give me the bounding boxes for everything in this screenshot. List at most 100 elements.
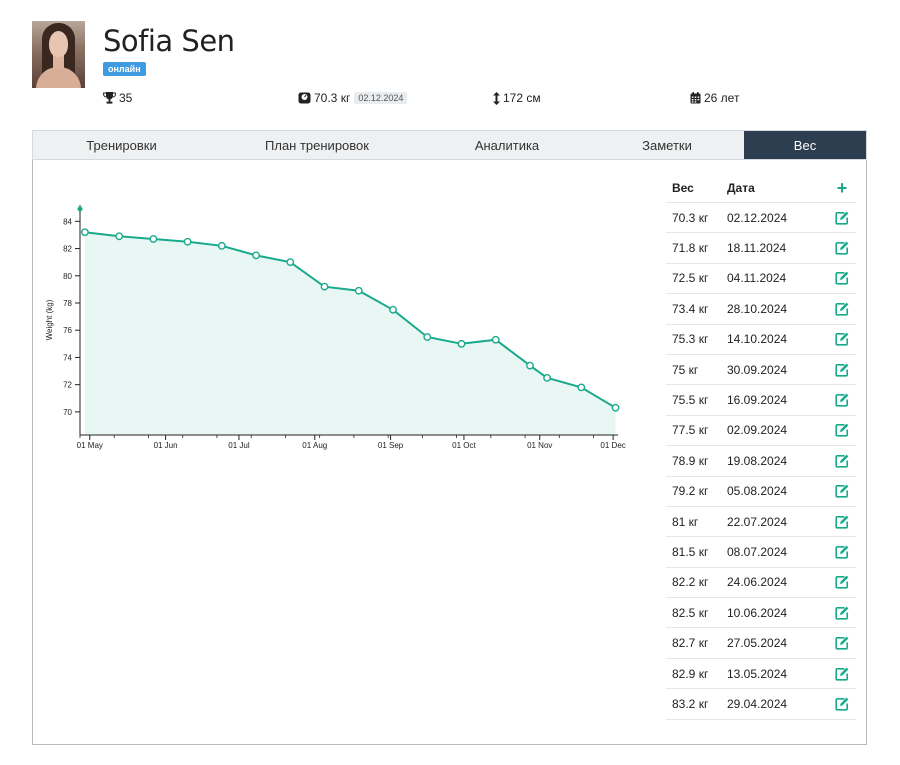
table-row: 75.3 кг 14.10.2024: [666, 325, 856, 355]
tab-weight[interactable]: Вес: [744, 131, 866, 159]
y-tick-label: 74: [63, 353, 72, 362]
edit-icon[interactable]: [835, 667, 849, 681]
weight-date-badge: 02.12.2024: [354, 92, 408, 104]
date-cell: 10.06.2024: [727, 605, 788, 620]
x-tick-label: 01 Jul: [228, 441, 250, 450]
edit-icon[interactable]: [835, 302, 849, 316]
weight-cell: 81 кг: [672, 514, 699, 529]
tab-workout-plan[interactable]: План тренировок: [265, 137, 369, 153]
weight-cell: 82.7 кг: [672, 636, 709, 651]
column-header-date: Дата: [727, 180, 755, 195]
edit-icon[interactable]: [835, 241, 849, 255]
weight-cell: 79.2 кг: [672, 484, 709, 499]
data-point: [577, 383, 586, 392]
weight-cell: 73.4 кг: [672, 301, 709, 316]
date-cell: 28.10.2024: [727, 301, 788, 316]
date-cell: 02.12.2024: [727, 210, 788, 225]
weight-cell: 70.3 кг: [672, 210, 709, 225]
data-point: [183, 237, 192, 246]
tab-workouts[interactable]: Тренировки: [86, 137, 157, 153]
x-tick-label: 01 Sep: [378, 441, 404, 450]
table-row: 72.5 кг 04.11.2024: [666, 264, 856, 295]
weight-cell: 75 кг: [672, 362, 699, 377]
weight-chart: 70 72 74 76 78 80 82 84 01 May 01 Jun 01 Jul 01 Aug…: [45, 205, 626, 450]
weight-cell: 71.8 кг: [672, 241, 709, 256]
age-value: 26 лет: [704, 91, 740, 105]
data-point: [320, 282, 329, 291]
date-cell: 30.09.2024: [727, 362, 788, 377]
weight-value: 70.3 кг: [314, 91, 351, 105]
data-point: [115, 232, 124, 241]
edit-icon[interactable]: [835, 515, 849, 529]
data-point: [217, 241, 226, 250]
chart-area-fill: [84, 232, 616, 435]
weight-table: Вес Дата + 70.3 кг 02.12.2024 71.8 кг 18.11…: [666, 173, 856, 720]
date-cell: 13.05.2024: [727, 666, 788, 681]
y-axis-label: Weight (kg): [45, 299, 54, 340]
calendar-icon: [690, 92, 701, 104]
edit-icon[interactable]: [835, 271, 849, 286]
edit-icon[interactable]: [835, 545, 849, 559]
edit-icon[interactable]: [835, 393, 849, 407]
trophy-icon: [103, 92, 116, 104]
weight-cell: 83.2 кг: [672, 696, 709, 711]
tab-notes[interactable]: Заметки: [642, 137, 692, 153]
x-tick-label: 01 Aug: [302, 441, 327, 450]
table-row: 79.2 кг 05.08.2024: [666, 477, 856, 507]
date-cell: 19.08.2024: [727, 453, 788, 468]
column-header-weight: Вес: [672, 180, 694, 195]
edit-icon[interactable]: [835, 454, 849, 468]
edit-icon[interactable]: [835, 363, 849, 377]
status-badge: онлайн: [103, 62, 146, 76]
table-row: 75 кг 30.09.2024: [666, 355, 856, 386]
x-tick-label: 01 Nov: [527, 441, 552, 450]
edit-icon[interactable]: [835, 575, 849, 589]
height-arrow-icon: [493, 91, 500, 105]
y-axis-marker: [77, 206, 83, 212]
x-tick-label: 01 Dec: [600, 441, 625, 450]
height-value: 172 см: [503, 91, 541, 105]
edit-icon[interactable]: [835, 606, 849, 620]
date-cell: 05.08.2024: [727, 484, 788, 499]
table-row: 83.2 кг 29.04.2024: [666, 689, 856, 720]
data-point: [149, 235, 158, 243]
date-cell: 24.06.2024: [727, 575, 788, 590]
weight-cell: 75.5 кг: [672, 393, 709, 408]
edit-icon[interactable]: [835, 484, 849, 498]
y-tick-label: 72: [63, 381, 72, 390]
weight-cell: 77.5 кг: [672, 423, 709, 438]
table-row: 81 кг 22.07.2024: [666, 507, 856, 538]
x-tick-label: 01 Jun: [154, 441, 178, 450]
edit-icon[interactable]: [835, 423, 849, 438]
stat-age: 26 лет: [690, 90, 739, 106]
scale-icon: [298, 92, 311, 104]
table-row: 82.9 кг 13.05.2024: [666, 659, 856, 690]
date-cell: 08.07.2024: [727, 544, 788, 559]
weight-cell: 72.5 кг: [672, 271, 709, 286]
table-header-row: Вес Дата +: [666, 173, 856, 203]
data-point: [526, 361, 534, 370]
data-point: [252, 251, 260, 260]
date-cell: 02.09.2024: [727, 423, 788, 438]
tab-analytics[interactable]: Аналитика: [474, 137, 540, 153]
data-point: [543, 373, 551, 382]
table-row: 81.5 кг 08.07.2024: [666, 537, 856, 568]
edit-icon[interactable]: [835, 636, 849, 650]
y-tick-label: 78: [63, 299, 72, 308]
y-tick-label: 70: [63, 408, 72, 417]
profile-tabs: Тренировки План тренировок Аналитика Зам…: [32, 130, 867, 160]
avatar: [32, 21, 85, 88]
add-weight-button[interactable]: +: [836, 177, 848, 198]
table-row: 70.3 кг 02.12.2024: [666, 203, 856, 234]
edit-icon[interactable]: [835, 332, 849, 346]
table-row: 82.5 кг 10.06.2024: [666, 598, 856, 629]
table-row: 77.5 кг 02.09.2024: [666, 416, 856, 447]
table-row: 82.2 кг 24.06.2024: [666, 568, 856, 599]
trophies-value: 35: [119, 91, 133, 105]
edit-icon[interactable]: [835, 211, 849, 225]
date-cell: 18.11.2024: [727, 241, 787, 256]
date-cell: 27.05.2024: [727, 636, 788, 651]
edit-icon[interactable]: [835, 697, 849, 711]
weight-tab-panel: [32, 160, 867, 745]
date-cell: 29.04.2024: [727, 696, 788, 711]
